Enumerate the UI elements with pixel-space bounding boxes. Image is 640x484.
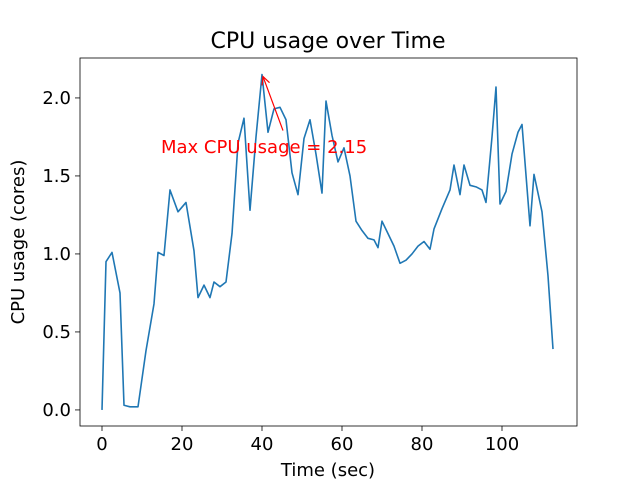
y-tick-label: 0.5 xyxy=(42,322,71,343)
x-tick-label: 0 xyxy=(96,434,107,455)
y-tick-label: 1.5 xyxy=(42,166,71,187)
x-tick-label: 20 xyxy=(171,434,194,455)
chart-title: CPU usage over Time xyxy=(211,29,446,54)
x-tick-label: 80 xyxy=(411,434,434,455)
annotation-arrow xyxy=(263,77,284,131)
data-line xyxy=(101,73,554,410)
y-tick-label: 2.0 xyxy=(42,88,71,109)
y-tick-label: 0.0 xyxy=(42,400,71,421)
x-tick-label: 100 xyxy=(485,434,519,455)
plot-frame xyxy=(79,57,578,427)
annotation: Max CPU usage = 2.15 xyxy=(161,137,367,158)
x-tick-label: 40 xyxy=(251,434,274,455)
x-tick-label: 60 xyxy=(331,434,354,455)
y-axis-label: CPU usage (cores) xyxy=(8,160,29,325)
x-axis-label: Time (sec) xyxy=(280,460,375,480)
y-tick-label: 1.0 xyxy=(42,244,71,265)
